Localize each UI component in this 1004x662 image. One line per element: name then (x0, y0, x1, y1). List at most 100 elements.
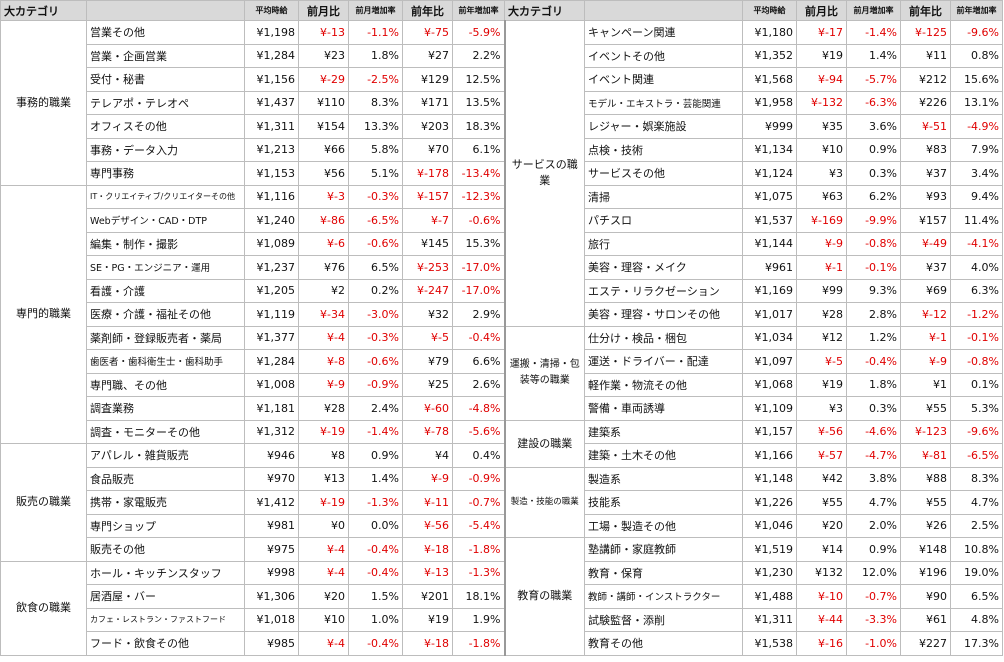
value-cell: ¥-9 (796, 231, 847, 256)
value-cell: -0.7% (846, 584, 901, 609)
value-cell: ¥1,180 (742, 20, 797, 45)
job-name: 製造系 (584, 466, 743, 491)
job-name: 薬剤師・登録販売者・薬局 (86, 325, 245, 350)
value-cell: ¥70 (402, 137, 453, 162)
table-row: 携帯・家電販売 ¥1,412 ¥-19 -1.3% ¥-11 -0.7% 技能系 ¥1,226… (1, 490, 1003, 515)
value-cell: ¥1,157 (742, 419, 797, 444)
job-name: 建築・土木その他 (584, 443, 743, 468)
table-row: 居酒屋・バー ¥1,306 ¥20 1.5% ¥201 18.1% 教師・講師・インストラク… (1, 584, 1003, 609)
value-cell: 2.5% (950, 513, 1003, 538)
value-cell: 0.9% (348, 443, 403, 468)
job-name: エステ・リラクゼーション (584, 278, 743, 303)
job-name: サービスその他 (584, 161, 743, 186)
job-name: 歯医者・歯科衛生士・歯科助手 (86, 349, 245, 374)
value-cell: ¥-3 (298, 184, 349, 209)
header-column: 前月比 (298, 0, 349, 21)
value-cell: 11.4% (950, 208, 1003, 233)
job-name: 警備・車両誘導 (584, 396, 743, 421)
value-cell: ¥10 (796, 137, 847, 162)
job-name: 仕分け・検品・梱包 (584, 325, 743, 350)
header-job (584, 0, 743, 21)
value-cell: ¥1,205 (244, 278, 299, 303)
value-cell: ¥1,311 (742, 607, 797, 632)
value-cell: -0.9% (348, 372, 403, 397)
value-cell: ¥-178 (402, 161, 453, 186)
category-cell: 飲食の職業 (0, 560, 87, 656)
value-cell: 2.4% (348, 396, 403, 421)
value-cell: -12.3% (452, 184, 505, 209)
value-cell: 12.5% (452, 67, 505, 92)
value-cell: ¥-1 (900, 325, 951, 350)
value-cell: -4.9% (950, 114, 1003, 139)
header-column: 前年比 (900, 0, 951, 21)
value-cell: ¥1,311 (244, 114, 299, 139)
value-cell: 0.9% (846, 537, 901, 562)
value-cell: ¥-6 (298, 231, 349, 256)
job-name: 清掃 (584, 184, 743, 209)
value-cell: -4.7% (846, 443, 901, 468)
value-cell: ¥79 (402, 349, 453, 374)
value-cell: ¥-253 (402, 255, 453, 280)
value-cell: 5.8% (348, 137, 403, 162)
value-cell: ¥1 (900, 372, 951, 397)
value-cell: ¥-81 (900, 443, 951, 468)
job-name: 教育・保育 (584, 560, 743, 585)
value-cell: -1.4% (348, 419, 403, 444)
value-cell: ¥1,312 (244, 419, 299, 444)
job-name: 事務・データ入力 (86, 137, 245, 162)
header-column: 前年増加率 (452, 0, 505, 21)
category-cell: 運搬・清掃・包装等の職業 (503, 325, 585, 421)
value-cell: ¥56 (298, 161, 349, 186)
table-row: 営業・企画営業 ¥1,284 ¥23 1.8% ¥27 2.2% イベントその他 ¥1,352… (1, 43, 1003, 68)
table-row: 専門的職業 IT・クリエイティブ/クリエイターその他 ¥1,116 ¥-3 -0.3% ¥… (0, 184, 1003, 444)
job-name: パチスロ (584, 208, 743, 233)
category-cell: 事務的職業 (0, 20, 87, 186)
header-row: 大カテゴリ 平均時給 前月比 前月増加率 前年比 前年増加率 大カテゴリ 平均時給 前月比 前月増… (0, 0, 1003, 21)
value-cell: ¥1,958 (742, 90, 797, 115)
value-cell: 1.9% (452, 607, 505, 632)
value-cell: ¥-19 (298, 490, 349, 515)
value-cell: -0.9% (452, 466, 505, 491)
value-cell: -9.6% (950, 20, 1003, 45)
value-cell: ¥1,068 (742, 372, 797, 397)
value-cell: ¥32 (402, 302, 453, 327)
job-name: IT・クリエイティブ/クリエイターその他 (86, 184, 245, 209)
value-cell: 9.3% (846, 278, 901, 303)
value-cell: 3.6% (846, 114, 901, 139)
value-cell: ¥11 (900, 43, 951, 68)
value-cell: -0.8% (950, 349, 1003, 374)
value-cell: ¥1,226 (742, 490, 797, 515)
value-cell: ¥4 (402, 443, 453, 468)
value-cell: 18.3% (452, 114, 505, 139)
value-cell: ¥1,034 (742, 325, 797, 350)
value-cell: ¥-19 (298, 419, 349, 444)
value-cell: ¥88 (900, 466, 951, 491)
value-cell: ¥1,412 (244, 490, 299, 515)
value-cell: ¥999 (742, 114, 797, 139)
value-cell: ¥-34 (298, 302, 349, 327)
value-cell: ¥-8 (298, 349, 349, 374)
value-cell: ¥37 (900, 161, 951, 186)
value-cell: ¥3 (796, 396, 847, 421)
job-name: 専門ショップ (86, 513, 245, 538)
value-cell: ¥-49 (900, 231, 951, 256)
value-cell: -13.4% (452, 161, 505, 186)
value-cell: ¥1,377 (244, 325, 299, 350)
job-name: ホール・キッチンスタッフ (86, 560, 245, 585)
job-name: 営業その他 (86, 20, 245, 45)
value-cell: ¥-169 (796, 208, 847, 233)
value-cell: ¥10 (298, 607, 349, 632)
header-column: 前月増加率 (846, 0, 901, 21)
value-cell: ¥1,284 (244, 349, 299, 374)
value-cell: -3.0% (348, 302, 403, 327)
job-name: 看護・介護 (86, 278, 245, 303)
value-cell: ¥226 (900, 90, 951, 115)
value-cell: ¥27 (402, 43, 453, 68)
value-cell: ¥-5 (796, 349, 847, 374)
table-row: 薬剤師・登録販売者・薬局 ¥1,377 ¥-4 -0.3% ¥-5 -0.4% 運搬・清掃・… (1, 325, 1003, 421)
value-cell: -0.4% (348, 537, 403, 562)
value-cell: ¥-123 (900, 419, 951, 444)
value-cell: ¥1,109 (742, 396, 797, 421)
value-cell: ¥-4 (298, 560, 349, 585)
